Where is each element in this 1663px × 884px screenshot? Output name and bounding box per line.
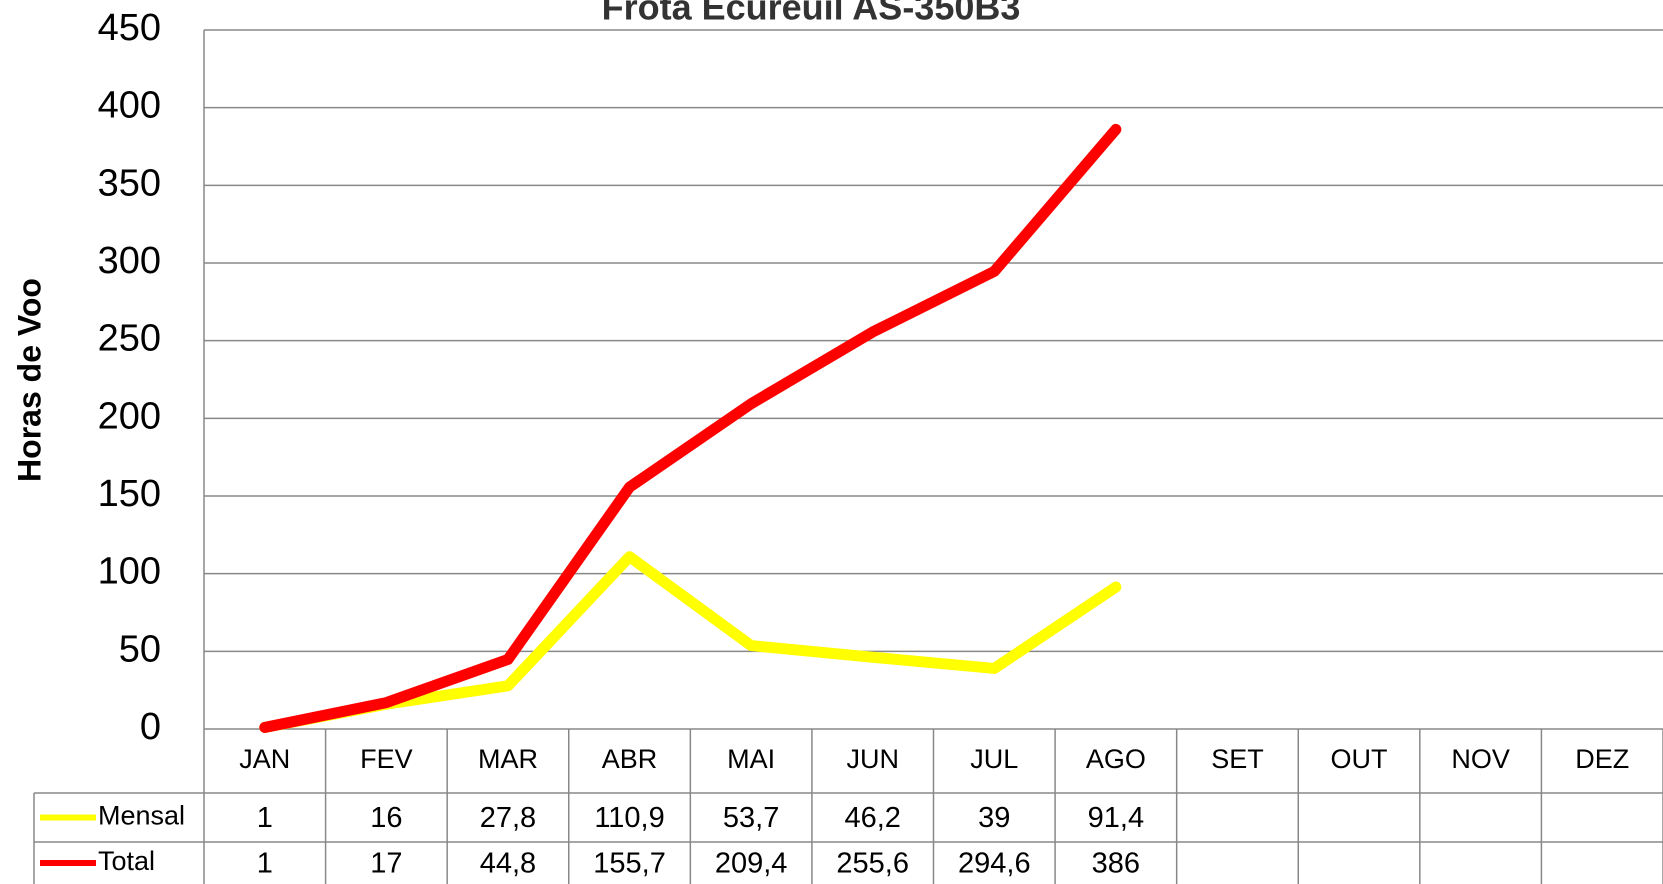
x-tick-label: JAN (239, 744, 290, 774)
y-tick-label: 100 (98, 551, 161, 593)
x-tick-label: JUN (846, 744, 899, 774)
data-table-value: 209,4 (715, 848, 788, 880)
data-table-value: 255,6 (836, 848, 909, 880)
data-table-value: 17 (370, 848, 402, 880)
data-table-value: 110,9 (594, 802, 664, 834)
data-table-value: 386 (1092, 848, 1140, 880)
chart-title: Frota Ecureuil AS-350B3 (602, 0, 1021, 28)
x-tick-label: DEZ (1575, 744, 1629, 774)
x-tick-label: MAI (727, 744, 775, 774)
legend-label: Mensal (98, 801, 185, 831)
x-tick-label: NOV (1451, 744, 1510, 774)
legend-label: Total (98, 846, 155, 876)
y-tick-label: 50 (119, 628, 161, 670)
series-line (259, 123, 1122, 733)
data-table-value: 44,8 (480, 848, 536, 880)
y-tick-label: 250 (98, 318, 161, 360)
x-tick-label: MAR (478, 744, 538, 774)
x-tick-label: JUL (970, 744, 1018, 774)
x-tick-label: AGO (1086, 744, 1146, 774)
y-tick-label: 0 (140, 706, 161, 748)
data-table-value: 16 (370, 802, 402, 834)
data-table-value: 294,6 (958, 848, 1031, 880)
data-table-value: 46,2 (844, 802, 900, 834)
y-tick-label: 200 (98, 395, 161, 437)
y-tick-label: 450 (98, 7, 161, 49)
y-tick-label: 150 (98, 473, 161, 515)
data-table-value: 53,7 (723, 802, 779, 834)
y-tick-label: 400 (98, 85, 161, 127)
y-axis-label: Horas de Voo (11, 278, 47, 482)
data-table-value: 155,7 (593, 848, 666, 880)
data-table-value: 91,4 (1088, 802, 1144, 834)
x-tick-label: FEV (360, 744, 413, 774)
x-tick-label: OUT (1331, 744, 1388, 774)
data-table-value: 1 (257, 848, 273, 880)
x-tick-label: ABR (602, 744, 658, 774)
data-table-value: 39 (978, 802, 1010, 834)
data-table-value: 27,8 (480, 802, 536, 834)
x-tick-label: SET (1211, 744, 1264, 774)
data-table-value: 1 (257, 802, 273, 834)
y-tick-label: 350 (98, 162, 161, 204)
y-tick-label: 300 (98, 240, 161, 282)
